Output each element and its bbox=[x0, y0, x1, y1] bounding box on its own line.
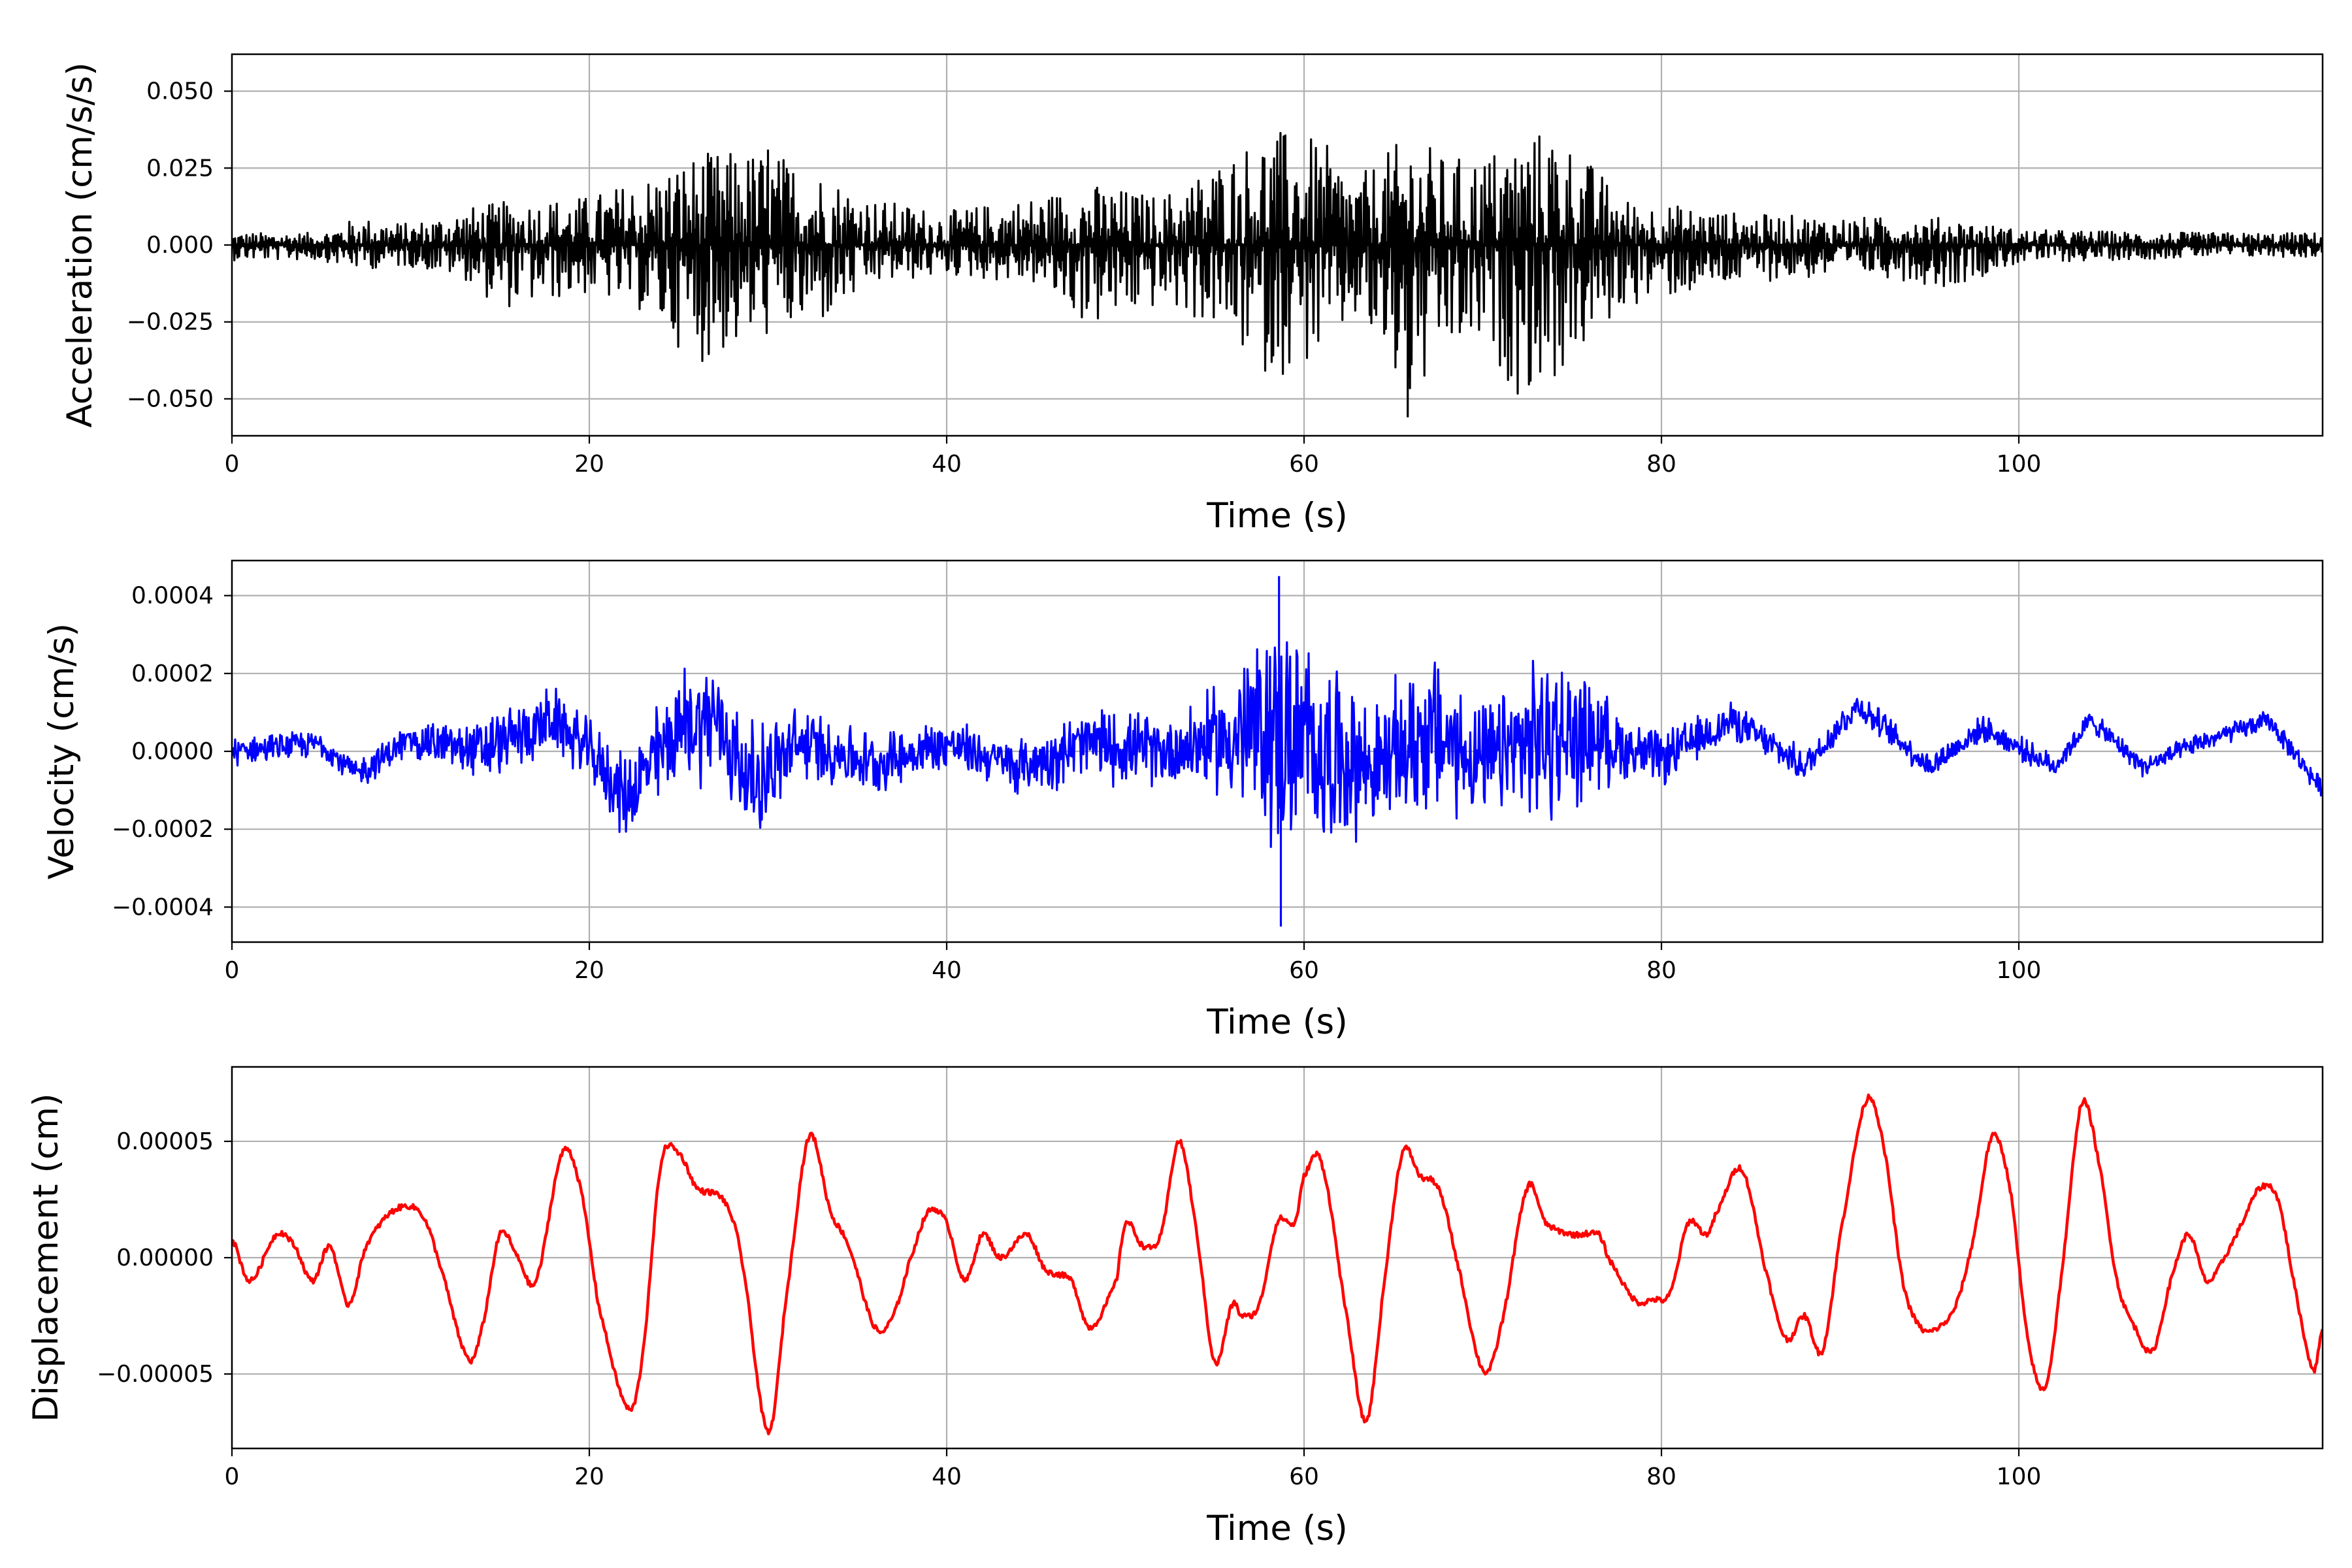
displacement-x-tick-label: 80 bbox=[1646, 1463, 1676, 1490]
displacement-x-tick-label: 60 bbox=[1289, 1463, 1319, 1490]
velocity-x-axis-title: Time (s) bbox=[1206, 1002, 1348, 1042]
displacement-panel: 0 20 40 60 80 100 0.00005 0.00000 −0.00005 Time … bbox=[26, 1066, 2324, 1548]
acceleration-ticks: 0 20 40 60 80 100 0.050 0.025 0.000 −0.025 −0.050 bbox=[127, 78, 2042, 478]
acceleration-y-tick-label: −0.050 bbox=[127, 385, 214, 412]
velocity-y-tick-label: 0.0002 bbox=[131, 661, 214, 687]
velocity-y-tick-label: 0.0000 bbox=[131, 738, 214, 765]
displacement-y-tick-label: −0.00005 bbox=[97, 1361, 214, 1388]
velocity-x-tick-label: 20 bbox=[574, 957, 604, 984]
velocity-y-tick-label: −0.0002 bbox=[112, 816, 214, 843]
displacement-y-axis-title: Displacement (cm) bbox=[26, 1093, 66, 1422]
velocity-x-tick-label: 0 bbox=[225, 957, 240, 984]
acceleration-y-tick-label: 0.000 bbox=[146, 232, 214, 259]
velocity-y-tick-label: 0.0004 bbox=[131, 583, 214, 610]
displacement-y-tick-label: 0.00005 bbox=[116, 1128, 214, 1155]
velocity-ticks: 0 20 40 60 80 100 0.0004 0.0002 0.0000 −0.0002 −0.… bbox=[112, 583, 2042, 984]
velocity-x-tick-label: 60 bbox=[1289, 957, 1319, 984]
acceleration-x-axis-title: Time (s) bbox=[1206, 496, 1348, 536]
velocity-x-tick-label: 100 bbox=[1997, 957, 2042, 984]
displacement-y-tick-label: 0.00000 bbox=[116, 1245, 214, 1271]
acceleration-panel: 0 20 40 60 80 1000.0500.0250.000−0.025−0.050 … bbox=[60, 53, 2324, 536]
displacement-x-axis-title: Time (s) bbox=[1206, 1509, 1348, 1548]
displacement-x-tick-label: 20 bbox=[574, 1463, 604, 1490]
displacement-series bbox=[232, 1093, 2323, 1435]
velocity-y-tick-label: −0.0004 bbox=[112, 894, 214, 921]
acceleration-x-tick-label: 40 bbox=[932, 451, 962, 478]
acceleration-x-tick-label: 0 bbox=[225, 451, 240, 478]
acceleration-y-tick-label: −0.025 bbox=[127, 309, 214, 336]
velocity-series-line bbox=[232, 576, 2323, 927]
displacement-x-tick-label: 40 bbox=[932, 1463, 962, 1490]
velocity-series bbox=[232, 576, 2323, 927]
velocity-panel: 0 20 40 60 80 100 0.0004 0.0002 0.0000 −0.0002 −0.… bbox=[42, 559, 2324, 1042]
acceleration-x-tick-label: 20 bbox=[574, 451, 604, 478]
displacement-x-tick-label: 0 bbox=[225, 1463, 240, 1490]
acceleration-x-tick-label: 100 bbox=[1997, 451, 2042, 478]
displacement-ticks: 0 20 40 60 80 100 0.00005 0.00000 −0.00005 bbox=[97, 1128, 2041, 1490]
velocity-y-axis-title: Velocity (cm/s) bbox=[42, 623, 82, 879]
acceleration-y-tick-label: 0.050 bbox=[146, 78, 214, 105]
acceleration-x-tick-label: 60 bbox=[1289, 451, 1319, 478]
displacement-grid bbox=[231, 1067, 2323, 1448]
velocity-x-tick-label: 40 bbox=[932, 957, 962, 984]
acceleration-y-axis-title: Acceleration (cm/s/s) bbox=[60, 62, 100, 427]
displacement-series-line bbox=[232, 1093, 2323, 1435]
velocity-x-tick-label: 80 bbox=[1646, 957, 1676, 984]
acceleration-series bbox=[232, 132, 2323, 417]
displacement-x-tick-label: 100 bbox=[1997, 1463, 2042, 1490]
acceleration-x-tick-label: 80 bbox=[1646, 451, 1676, 478]
acceleration-y-tick-label: 0.025 bbox=[146, 155, 214, 182]
acceleration-series-line bbox=[232, 132, 2323, 417]
